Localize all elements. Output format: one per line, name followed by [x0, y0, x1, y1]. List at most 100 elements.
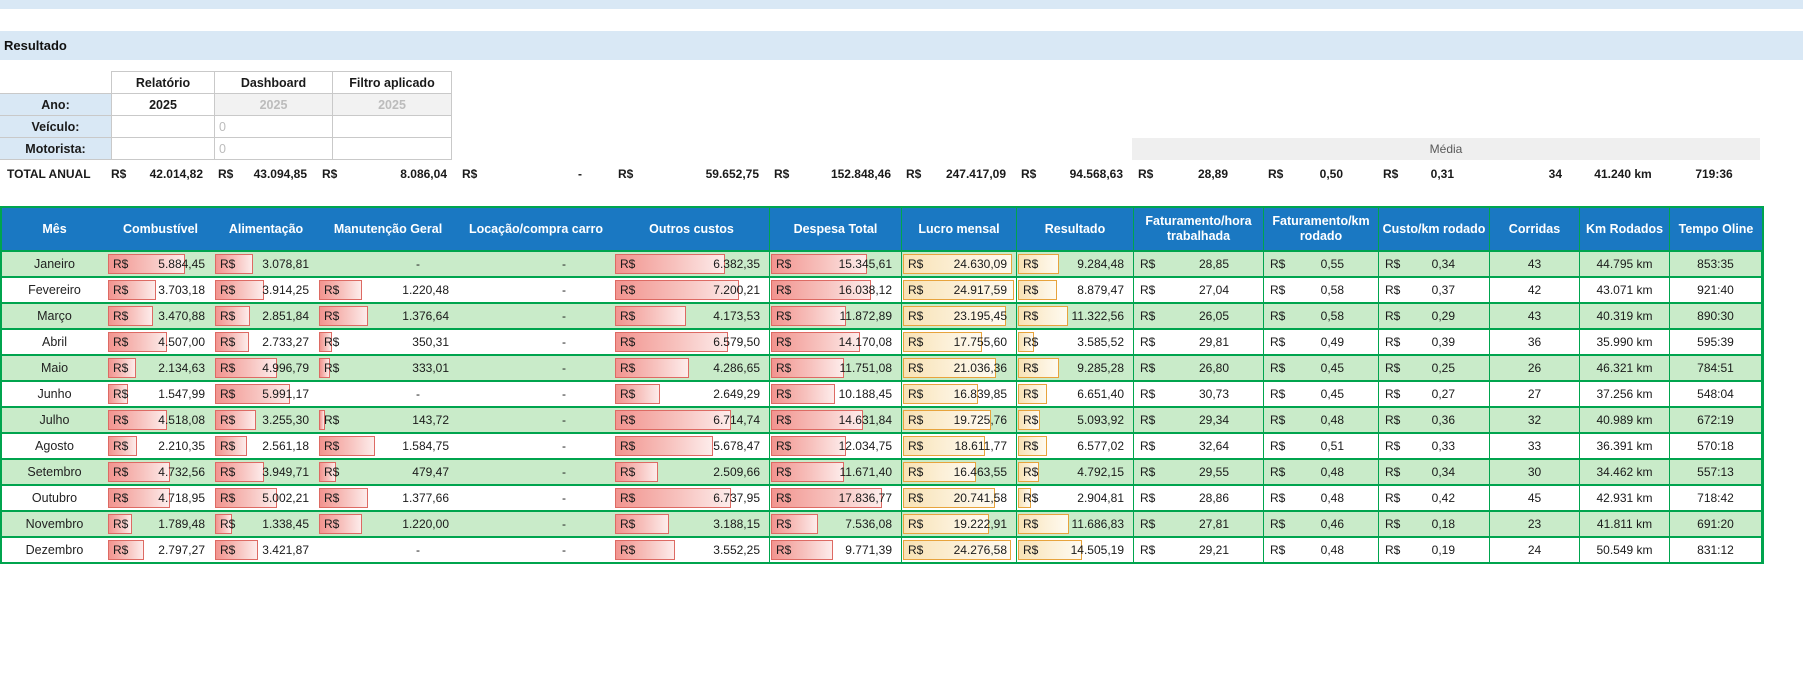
cell-custo-km: R$ 0,34: [1379, 252, 1490, 276]
cell-manutencao-geral: R$ 1.220,48: [318, 278, 458, 302]
cell-value: 23.195,45: [953, 309, 1007, 323]
data-bar: [215, 384, 290, 404]
currency-label: R$: [1140, 257, 1156, 271]
currency-label: R$: [1385, 439, 1401, 453]
cell-combustivel: R$ 1.547,99: [107, 382, 214, 406]
cell-value: 143,72: [412, 413, 449, 427]
currency-label: R$: [1140, 283, 1156, 297]
cell-alimentacao: R$ 3.949,71: [214, 460, 318, 484]
currency-label: R$: [220, 335, 236, 349]
currency-label: R$: [1140, 439, 1156, 453]
currency-label: R$: [1140, 361, 1156, 375]
filter-input-relatorio[interactable]: [111, 137, 215, 160]
cell-faturamento-km: R$ 0,48: [1264, 538, 1379, 562]
data-bar: [771, 254, 867, 274]
cell-value: 4.732,56: [158, 465, 205, 479]
cell-value: 0,36: [1431, 413, 1455, 427]
table-row: Outubro R$ 4.718,95 R$ 5.002,21 R$ 1.377,66 - R$…: [0, 486, 1764, 512]
currency-label: R$: [113, 335, 129, 349]
currency-label: R$: [113, 257, 129, 271]
cell-value: 15.345,61: [838, 257, 892, 271]
cell-km-rodados: 35.990 km: [1580, 330, 1670, 354]
cell-value: 28,89: [1197, 166, 1228, 181]
cell-value: 26,05: [1198, 309, 1229, 323]
column-header-lucro-mensal: Lucro mensal: [902, 208, 1017, 250]
currency-label: R$: [1140, 413, 1156, 427]
currency-label: R$: [620, 413, 636, 427]
cell-value: 2.797,27: [158, 543, 205, 557]
cell-despesa-total: R$ 11.872,89: [770, 304, 902, 328]
filter-input-relatorio[interactable]: [111, 115, 215, 138]
cell-corridas: 23: [1490, 512, 1580, 536]
cell-value: 6.579,50: [713, 335, 760, 349]
cell-value: 11.686,83: [1071, 517, 1125, 531]
cell-manutencao-geral: R$ 8.086,04: [316, 161, 456, 186]
cell-value: 36: [1527, 335, 1542, 349]
cell-faturamento-km: R$ 0,46: [1264, 512, 1379, 536]
cell-value: 6.651,40: [1077, 387, 1124, 401]
currency-label: R$: [1023, 361, 1039, 375]
data-bar: [903, 384, 979, 404]
data-bar: [615, 358, 690, 378]
month-label: Junho: [37, 387, 72, 401]
cell-value: 43.094,85: [253, 166, 307, 181]
data-bar: [319, 514, 363, 534]
filter-input-relatorio[interactable]: 2025: [111, 93, 215, 116]
cell-value: 672:19: [1697, 413, 1734, 427]
media-band: Média: [1132, 138, 1760, 160]
cell-resultado: R$ 9.285,28: [1017, 356, 1134, 380]
cell-despesa-total: R$ 15.345,61: [770, 252, 902, 276]
filter-value-filtro: 2025: [332, 93, 452, 116]
data-bar: [108, 488, 171, 508]
cell-value: 3.470,88: [158, 309, 205, 323]
currency-label: R$: [1023, 543, 1039, 557]
cell-value: 1.377,66: [402, 491, 449, 505]
cell-value: 28,86: [1198, 491, 1229, 505]
cell-value: 0,46: [1320, 517, 1344, 531]
cell-value: 0,49: [1320, 335, 1344, 349]
data-bar: [903, 514, 989, 534]
total-annual-row: TOTAL ANUAL R$ 42.014,82 R$ 43.094,85 R$ 8.086…: [0, 161, 1760, 186]
currency-label: R$: [1023, 413, 1039, 427]
cell-faturamento-km: R$ 0,48: [1264, 460, 1379, 484]
cell-mes: Dezembro: [2, 538, 107, 562]
currency-label: R$: [113, 283, 129, 297]
table-row: Junho R$ 1.547,99 R$ 5.991,17 - - R$ 2.649,29 R$ 1…: [0, 382, 1764, 408]
cell-value: 44.795 km: [1596, 257, 1653, 271]
cell-lucro-mensal: R$ 18.611,77: [902, 434, 1017, 458]
filter-value-filtro: [332, 137, 452, 160]
currency-label: R$: [324, 491, 340, 505]
currency-label: R$: [113, 361, 129, 375]
cell-manutencao-geral: -: [318, 538, 458, 562]
data-bar: [1018, 306, 1068, 326]
column-header-corridas: Corridas: [1490, 208, 1580, 250]
filter-header-filtro: Filtro aplicado: [332, 71, 452, 94]
cell-km-rodados: 42.931 km: [1580, 486, 1670, 510]
currency-label: R$: [908, 361, 924, 375]
cell-outros-custos: R$ 4.173,53: [614, 304, 770, 328]
cell-value: 43: [1527, 309, 1542, 323]
cell-km-rodados: 36.391 km: [1580, 434, 1670, 458]
cell-corridas: 43: [1490, 304, 1580, 328]
data-bar: [771, 306, 846, 326]
cell-resultado: R$ 8.879,47: [1017, 278, 1134, 302]
cell-km-rodados: 50.549 km: [1580, 538, 1670, 562]
filter-row-label: Veículo:: [0, 115, 112, 138]
cell-value: 7.536,08: [845, 517, 892, 531]
media-label: Média: [1429, 142, 1463, 156]
cell-mes: Novembro: [2, 512, 107, 536]
cell-value: 4.996,79: [262, 361, 309, 375]
cell-value: 4.518,08: [158, 413, 205, 427]
cell-value: 691:20: [1697, 517, 1734, 531]
currency-label: R$: [1023, 387, 1039, 401]
currency-label: R$: [324, 439, 340, 453]
data-bar: [1018, 436, 1047, 456]
cell-manutencao-geral: R$ 1.377,66: [318, 486, 458, 510]
currency-label: R$: [908, 387, 924, 401]
cell-faturamento-km: R$ 0,58: [1264, 304, 1379, 328]
data-bar: [1018, 540, 1082, 560]
cell-outros-custos: R$ 6.382,35: [614, 252, 770, 276]
cell-km-rodados: 44.795 km: [1580, 252, 1670, 276]
data-bar: [108, 358, 136, 378]
currency-label: R$: [620, 361, 636, 375]
